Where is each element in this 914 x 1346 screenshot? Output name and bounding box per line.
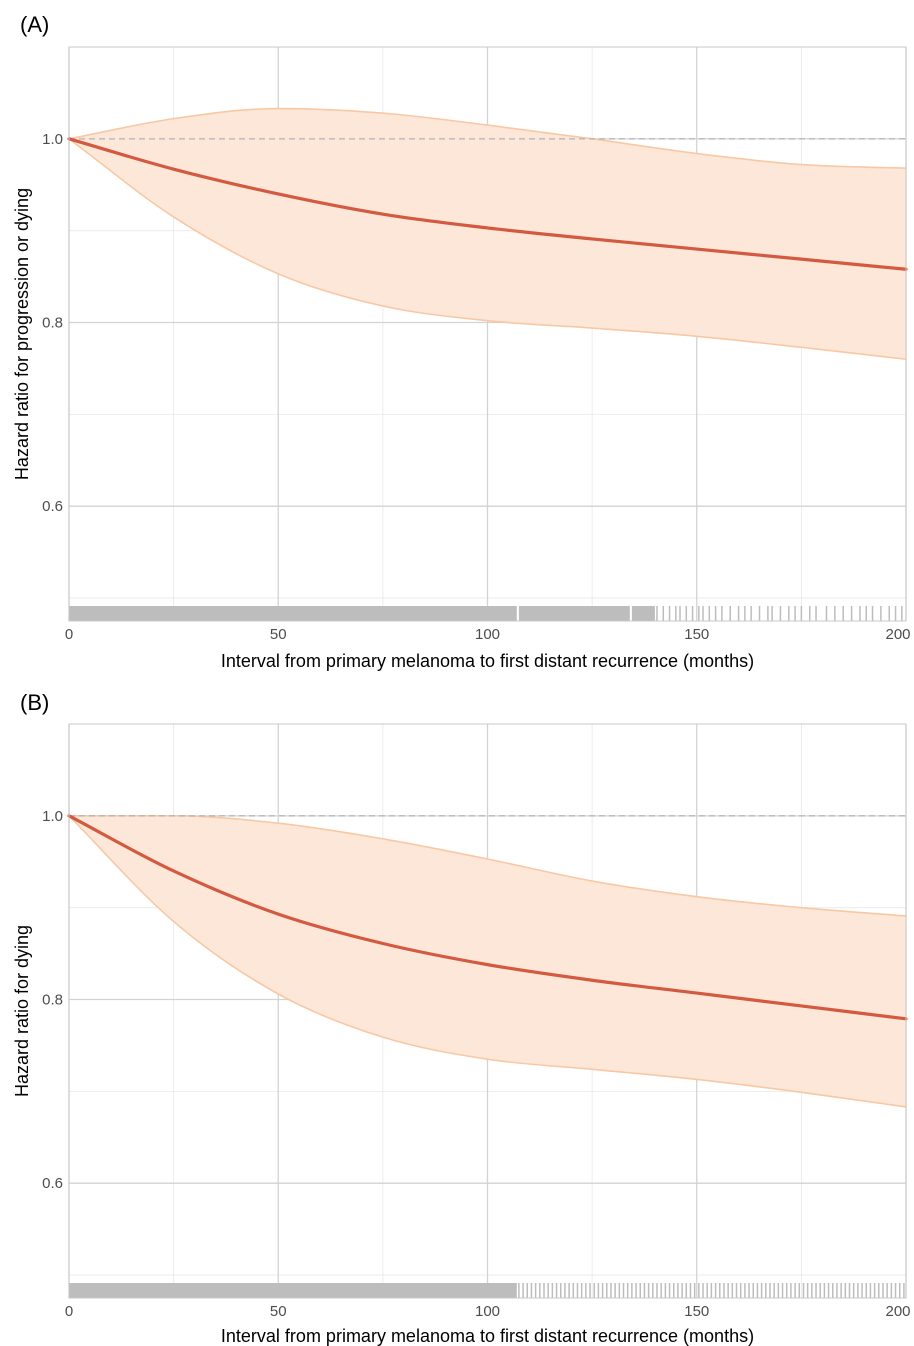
panel-b-y-ticks: 0.6 0.8 1.0 [42, 808, 63, 1192]
panel-b-ytick-label: 0.6 [42, 1175, 63, 1192]
panel-a-x-ticks: 0 50 100 150 200 [65, 626, 911, 643]
panel-a: (A) 0.6 0.8 1.0 0 50 100 150 200 Interva… [12, 12, 911, 671]
panel-b-x-axis-title: Interval from primary melanoma to first … [221, 1326, 754, 1346]
panel-a-xtick-label: 50 [270, 626, 287, 643]
panel-a-rug-block [69, 606, 517, 621]
panel-a-estimate-line [67, 137, 908, 271]
panel-a-ci-upper-line [68, 107, 907, 170]
panel-b-ytick-label: 0.8 [42, 992, 63, 1009]
panel-b-y-axis-title: Hazard ratio for dying [12, 925, 32, 1097]
panel-b-estimate-line [67, 814, 908, 1021]
panel-b-xtick-label: 200 [885, 1303, 910, 1320]
panel-b-xtick-label: 50 [270, 1303, 287, 1320]
panel-b-xtick-label: 150 [684, 1303, 709, 1320]
panel-b-ci-upper-line [68, 815, 907, 917]
panel-b-rug-block [69, 1283, 517, 1298]
panel-a-ytick-label: 0.8 [42, 315, 63, 332]
panel-a-xtick-label: 100 [475, 626, 500, 643]
panel-b-plot-frame [68, 723, 907, 1299]
panel-a-xtick-label: 200 [885, 626, 910, 643]
panel-a-x-axis-title: Interval from primary melanoma to first … [221, 651, 754, 671]
panel-a-ci-band [69, 108, 906, 360]
panel-a-xtick-label: 0 [65, 626, 73, 643]
panel-b-ci-band [69, 815, 906, 1107]
panel-a-xtick-label: 150 [684, 626, 709, 643]
panel-a-ytick-label: 1.0 [42, 131, 63, 148]
panel-b-label: (B) [20, 690, 49, 715]
panel-b: (B) 0.6 0.8 1.0 0 50 100 150 200 Interva… [12, 690, 911, 1346]
panel-a-label: (A) [20, 12, 49, 37]
panel-a-plot-frame [68, 46, 907, 622]
panel-a-y-ticks: 0.6 0.8 1.0 [42, 131, 63, 515]
panel-a-ci-lower-line [68, 138, 907, 361]
panel-a-rug [69, 606, 903, 621]
panel-b-xtick-label: 100 [475, 1303, 500, 1320]
panel-b-rug [69, 1283, 905, 1298]
panel-a-ytick-label: 0.6 [42, 498, 63, 515]
panel-a-y-axis-title: Hazard ratio for progression or dying [12, 188, 32, 480]
panel-a-rug-block [518, 606, 630, 621]
panel-b-ytick-label: 1.0 [42, 808, 63, 825]
panel-b-ci-lower-line [68, 815, 907, 1108]
panel-b-x-ticks: 0 50 100 150 200 [65, 1303, 911, 1320]
panel-b-xtick-label: 0 [65, 1303, 73, 1320]
panel-a-rug-block [631, 606, 655, 621]
